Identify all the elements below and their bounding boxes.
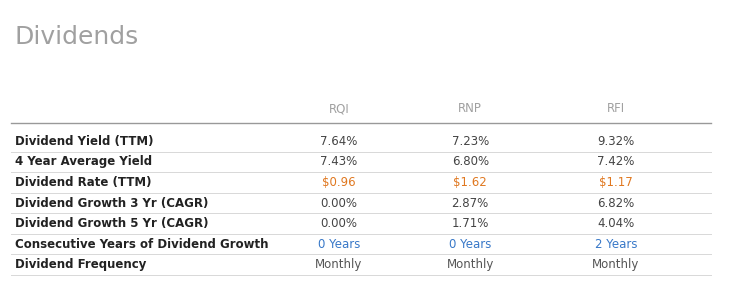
- Text: Dividend Growth 3 Yr (CAGR): Dividend Growth 3 Yr (CAGR): [15, 197, 208, 210]
- Text: Dividend Growth 5 Yr (CAGR): Dividend Growth 5 Yr (CAGR): [15, 217, 208, 230]
- Text: $1.17: $1.17: [599, 176, 633, 189]
- Text: 1.71%: 1.71%: [451, 217, 489, 230]
- Text: 0 Years: 0 Years: [449, 238, 491, 251]
- Text: RNP: RNP: [459, 102, 482, 115]
- Text: 7.23%: 7.23%: [451, 135, 489, 148]
- Text: $1.62: $1.62: [453, 176, 487, 189]
- Text: 0.00%: 0.00%: [321, 197, 357, 210]
- Text: 6.82%: 6.82%: [597, 197, 635, 210]
- Text: 7.64%: 7.64%: [320, 135, 358, 148]
- Text: 4 Year Average Yield: 4 Year Average Yield: [15, 155, 152, 168]
- Text: 0.00%: 0.00%: [321, 217, 357, 230]
- Text: Monthly: Monthly: [447, 258, 494, 271]
- Text: 4.04%: 4.04%: [597, 217, 635, 230]
- Text: RQI: RQI: [329, 102, 349, 115]
- Text: Dividends: Dividends: [15, 25, 139, 49]
- Text: 7.42%: 7.42%: [597, 155, 635, 168]
- Text: Dividend Rate (TTM): Dividend Rate (TTM): [15, 176, 151, 189]
- Text: Monthly: Monthly: [316, 258, 362, 271]
- Text: $0.96: $0.96: [322, 176, 356, 189]
- Text: Monthly: Monthly: [593, 258, 639, 271]
- Text: 0 Years: 0 Years: [318, 238, 360, 251]
- Text: 6.80%: 6.80%: [452, 155, 488, 168]
- Text: 2 Years: 2 Years: [595, 238, 637, 251]
- Text: 9.32%: 9.32%: [597, 135, 635, 148]
- Text: Dividend Yield (TTM): Dividend Yield (TTM): [15, 135, 153, 148]
- Text: RFI: RFI: [607, 102, 625, 115]
- Text: Dividend Frequency: Dividend Frequency: [15, 258, 146, 271]
- Text: 2.87%: 2.87%: [451, 197, 489, 210]
- Text: 7.43%: 7.43%: [320, 155, 358, 168]
- Text: Consecutive Years of Dividend Growth: Consecutive Years of Dividend Growth: [15, 238, 268, 251]
